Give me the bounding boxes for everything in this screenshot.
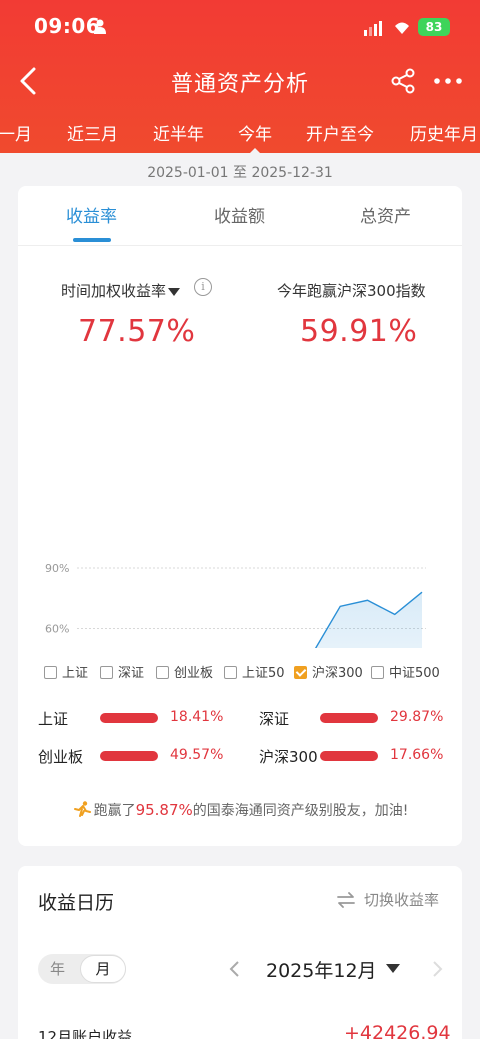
account-return-value: +42426.94 <box>344 1022 451 1039</box>
beat-message: 跑赢了95.87%的国泰海通同资产级别股友，加油! <box>18 800 462 820</box>
tab-range-2[interactable]: 近三月 <box>67 125 118 145</box>
calendar-card: 收益日历 切换收益率 年 月 2025年12月 12月账户收益 +42426.9… <box>18 866 462 1039</box>
tab-range-6[interactable]: 历史年月 <box>410 125 478 145</box>
tab-range-1[interactable]: 一月 <box>0 125 32 145</box>
legend-item[interactable]: 上证 <box>44 662 88 681</box>
cmp-bar-sz <box>320 713 378 723</box>
back-icon[interactable] <box>16 66 40 96</box>
range-tabs: 一月 近三月 近半年 今年 开户至今 历史年月 <box>0 120 480 155</box>
legend-label: 上证50 <box>242 666 285 681</box>
tab-range-3[interactable]: 近半年 <box>153 125 204 145</box>
divider <box>18 245 462 246</box>
legend-item[interactable]: 上证50 <box>224 662 285 681</box>
analysis-card: 收益率 收益额 总资产 时间加权收益率 i 今年跑赢沪深300指数 77.57%… <box>18 186 462 846</box>
cmp-value-cyb: 49.57% <box>170 747 224 763</box>
y-tick-label: 60% <box>45 623 69 636</box>
cmp-label-cyb: 创业板 <box>38 748 84 766</box>
cmp-bar-hs300 <box>320 751 378 761</box>
period-toggle: 年 月 <box>38 954 126 984</box>
cmp-value-sz: 29.87% <box>390 709 444 725</box>
cmp-bar-cyb <box>100 751 158 761</box>
share-icon[interactable] <box>390 68 416 94</box>
twr-selector[interactable]: 时间加权收益率 <box>61 280 181 301</box>
beat-prefix: 跑赢了 <box>93 803 136 819</box>
cmp-label-sh: 上证 <box>38 710 69 728</box>
beat-index-value: 59.91% <box>300 314 418 349</box>
tab-range-5[interactable]: 开户至今 <box>306 125 374 145</box>
legend-label: 深证 <box>118 666 145 681</box>
calendar-title: 收益日历 <box>38 892 115 914</box>
return-chart[interactable]: 90%60%30%0%-30%2025010120250331202506302… <box>18 372 462 648</box>
twr-value: 77.57% <box>78 314 196 349</box>
cmp-value-sh: 18.41% <box>170 709 224 725</box>
legend-item[interactable]: 中证500 <box>371 662 440 681</box>
swap-icon[interactable] <box>336 892 356 908</box>
toggle-year[interactable]: 年 <box>50 960 66 978</box>
wifi-icon <box>395 22 409 34</box>
legend-item[interactable]: 创业板 <box>156 662 213 681</box>
legend-label: 上证 <box>62 666 89 681</box>
more-icon[interactable] <box>434 78 462 84</box>
month-label[interactable]: 2025年12月 <box>266 960 377 982</box>
runner-icon <box>73 801 91 817</box>
battery-indicator: 83 <box>418 18 450 36</box>
y-tick-label: 90% <box>45 562 69 575</box>
index-legend: 上证 深证 创业板 上证50 沪深300 中证500 <box>18 662 462 682</box>
switch-rate-button[interactable]: 切换收益率 <box>364 891 440 909</box>
checkbox-checked-icon <box>294 666 307 679</box>
cmp-label-hs300: 沪深300 <box>259 748 318 766</box>
legend-item[interactable]: 沪深300 <box>294 662 363 681</box>
chevron-left-icon[interactable] <box>228 960 242 978</box>
checkbox-icon <box>100 666 113 679</box>
tab-total-assets[interactable]: 总资产 <box>360 207 411 227</box>
cmp-bar-sh <box>100 713 158 723</box>
checkbox-icon <box>156 666 169 679</box>
cmp-value-hs300: 17.66% <box>390 747 444 763</box>
signal-icon <box>364 21 382 36</box>
series-area <box>315 592 422 648</box>
date-range: 2025-01-01 至 2025-12-31 <box>147 165 333 181</box>
legend-label: 沪深300 <box>312 666 363 681</box>
tab-return-rate[interactable]: 收益率 <box>66 207 117 227</box>
caret-down-icon <box>168 287 181 296</box>
beat-index-label: 今年跑赢沪深300指数 <box>277 282 426 300</box>
beat-suffix: 的国泰海通同资产级别股友，加油! <box>192 803 409 819</box>
status-time: 09:06 <box>34 14 101 38</box>
active-tab-indicator <box>73 238 111 242</box>
checkbox-icon <box>44 666 57 679</box>
legend-label: 创业板 <box>174 666 214 681</box>
account-return-label: 12月账户收益 <box>38 1028 133 1039</box>
caret-down-icon[interactable] <box>386 964 400 973</box>
toggle-month[interactable]: 月 <box>80 955 126 983</box>
legend-label: 中证500 <box>389 666 440 681</box>
chevron-right-icon[interactable] <box>430 960 444 978</box>
page-title: 普通资产分析 <box>170 72 309 97</box>
cmp-label-sz: 深证 <box>259 710 290 728</box>
beat-percent: 95.87% <box>135 801 193 819</box>
twr-label: 时间加权收益率 <box>61 282 167 300</box>
legend-item[interactable]: 深证 <box>100 662 144 681</box>
checkbox-icon <box>371 666 384 679</box>
status-bar: 09:06 83 <box>0 14 480 42</box>
tab-return-amount[interactable]: 收益额 <box>214 207 265 227</box>
header: 09:06 83 普通资产分析 一月 近三月 近半年 今年 开户至今 历史年月 <box>0 0 480 155</box>
tab-range-4[interactable]: 今年 <box>238 120 272 155</box>
info-icon[interactable]: i <box>194 278 212 296</box>
person-icon <box>94 19 106 34</box>
series-line-0 <box>314 591 423 648</box>
checkbox-icon <box>224 666 237 679</box>
